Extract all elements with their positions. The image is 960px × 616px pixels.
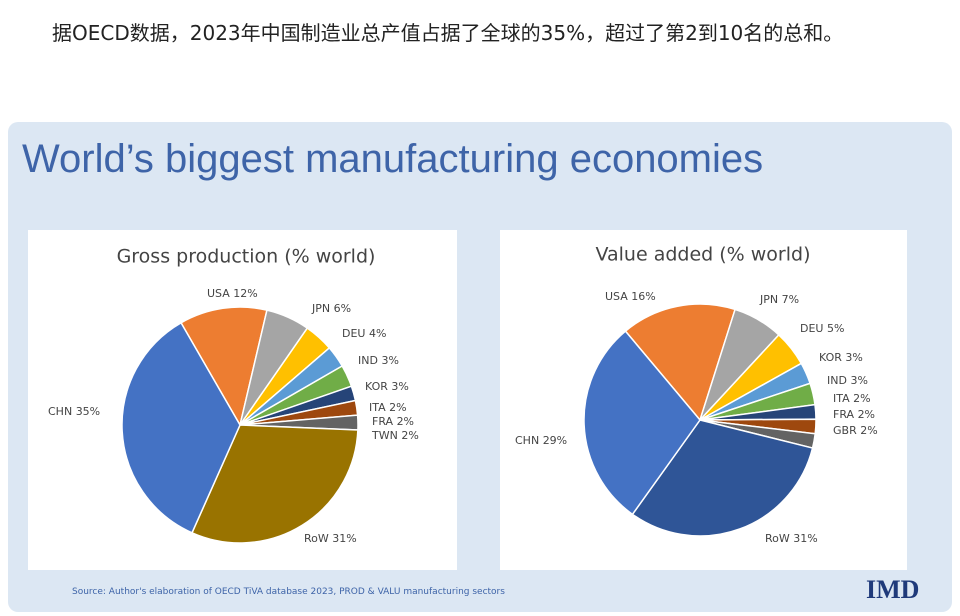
slice-value: 35%	[76, 405, 100, 418]
pie-slice	[583, 330, 701, 516]
slice-category: RoW	[304, 532, 329, 545]
chart-title: Gross production (% world)	[117, 246, 376, 268]
slice-category: IND	[827, 374, 847, 387]
slice-value: 3%	[391, 380, 408, 393]
pie-slice	[179, 306, 268, 428]
slice-value: 6%	[334, 302, 351, 315]
slice-label: ITA 2%	[833, 392, 871, 405]
slice-value: 2%	[860, 424, 877, 437]
slice-category: GBR	[833, 424, 857, 437]
slice-value: 16%	[631, 290, 655, 303]
slice-category: CHN	[48, 405, 72, 418]
slice-value: 31%	[332, 532, 356, 545]
slice-value: 5%	[827, 322, 844, 335]
slice-category: KOR	[819, 351, 842, 364]
slice-value: 2%	[858, 408, 875, 421]
slice-category: ITA	[369, 401, 386, 414]
slice-category: CHN	[515, 434, 539, 447]
slice-value: 2%	[389, 401, 406, 414]
logo: IMD	[866, 575, 919, 604]
slice-value: 4%	[369, 327, 386, 340]
pie-slice	[631, 419, 814, 537]
slice-category: RoW	[765, 532, 790, 545]
slice-value: 29%	[543, 434, 567, 447]
slice-label: CHN 35%	[48, 405, 100, 418]
article-paragraph: 据OECD数据，2023年中国制造业总产值占据了全球的35%，超过了第2到10名…	[52, 21, 844, 45]
slide-title: World’s biggest manufacturing economies	[22, 137, 763, 181]
slice-category: TWN	[371, 429, 398, 442]
slice-label: KOR 3%	[819, 351, 863, 364]
slice-label: KOR 3%	[365, 380, 409, 393]
slice-category: DEU	[800, 322, 823, 335]
slice-category: DEU	[342, 327, 365, 340]
slice-value: 7%	[782, 293, 799, 306]
slice-label: FRA 2%	[833, 408, 875, 421]
slice-value: 3%	[845, 351, 862, 364]
slice-label: GBR 2%	[833, 424, 878, 437]
slice-value: 31%	[793, 532, 817, 545]
slice-label: RoW 31%	[304, 532, 357, 545]
slice-category: KOR	[365, 380, 388, 393]
slice-label: ITA 2%	[369, 401, 407, 414]
slice-category: JPN	[759, 293, 778, 306]
chart-title: Value added (% world)	[595, 244, 810, 266]
slice-label: FRA 2%	[372, 415, 414, 428]
slice-label: DEU 4%	[342, 327, 386, 340]
slice-category: IND	[358, 354, 378, 367]
slice-category: FRA	[833, 408, 855, 421]
slice-category: ITA	[833, 392, 850, 405]
slice-label: DEU 5%	[800, 322, 844, 335]
slice-label: IND 3%	[358, 354, 399, 367]
slice-category: FRA	[372, 415, 394, 428]
pie-slice	[624, 303, 737, 422]
slice-value: 2%	[853, 392, 870, 405]
slice-value: 3%	[381, 354, 398, 367]
slice-category: USA	[605, 290, 628, 303]
slice-value: 2%	[401, 429, 418, 442]
slice-label: JPN 6%	[311, 302, 351, 315]
slice-value: 2%	[397, 415, 414, 428]
slice-label: IND 3%	[827, 374, 868, 387]
slice-label: JPN 7%	[759, 293, 799, 306]
slice-category: JPN	[311, 302, 330, 315]
slice-label: CHN 29%	[515, 434, 567, 447]
slice-value: 3%	[850, 374, 867, 387]
slice-value: 12%	[233, 287, 257, 300]
source-note: Source: Author's elaboration of OECD TiV…	[72, 587, 505, 597]
slice-category: USA	[207, 287, 230, 300]
pie-slice	[121, 321, 241, 534]
slice-label: USA 16%	[605, 290, 656, 303]
slice-label: USA 12%	[207, 287, 258, 300]
pie-slice	[191, 424, 359, 544]
slice-label: TWN 2%	[371, 429, 419, 442]
slice-label: RoW 31%	[765, 532, 818, 545]
